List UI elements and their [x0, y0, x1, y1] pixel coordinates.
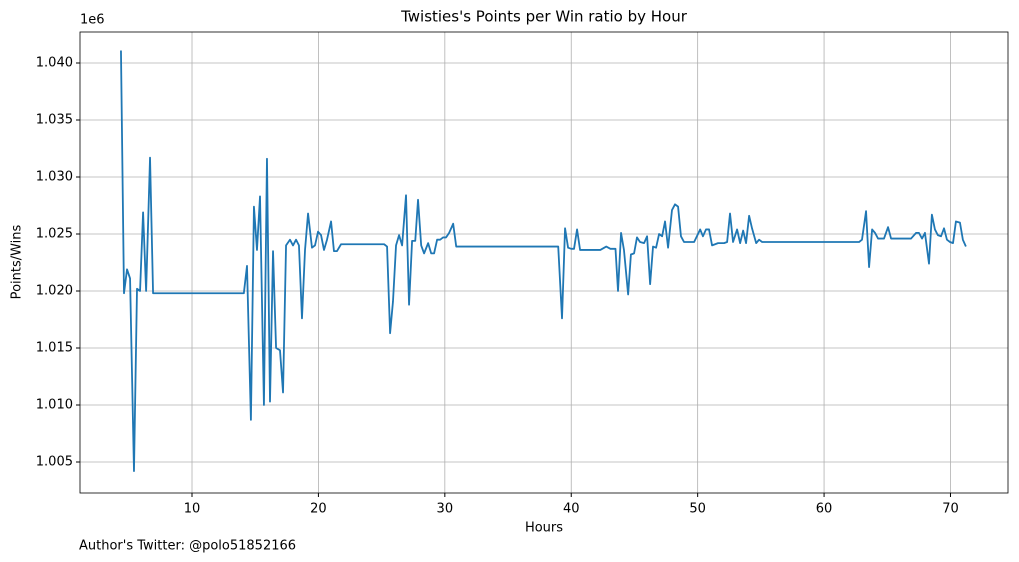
x-tick-label: 70	[942, 502, 959, 517]
y-tick-label: 1.035	[36, 113, 73, 128]
x-axis-label: Hours	[525, 521, 563, 536]
x-tick-label: 20	[310, 502, 327, 517]
x-tick-label: 60	[816, 502, 833, 517]
y-tick-label: 1.030	[36, 170, 73, 185]
y-tick-label: 1.025	[36, 227, 73, 242]
chart-title: Twisties's Points per Win ratio by Hour	[400, 8, 688, 26]
y-tick-label: 1.005	[36, 454, 73, 469]
footnote: Author's Twitter: @polo51852166	[79, 539, 296, 554]
y-tick-label: 1.010	[36, 397, 73, 412]
x-tick-label: 50	[689, 502, 706, 517]
y-axis-label: Points/Wins	[10, 224, 25, 299]
x-tick-label: 40	[563, 502, 580, 517]
y-offset-label: 1e6	[80, 13, 105, 28]
data-line	[120, 50, 967, 473]
x-tick-label: 30	[437, 502, 454, 517]
plot-frame	[79, 31, 1009, 494]
y-tick-label: 1.020	[36, 283, 73, 298]
y-tick-label: 1.015	[36, 340, 73, 355]
x-tick-label: 10	[184, 502, 201, 517]
y-tick-label: 1.040	[36, 56, 73, 71]
